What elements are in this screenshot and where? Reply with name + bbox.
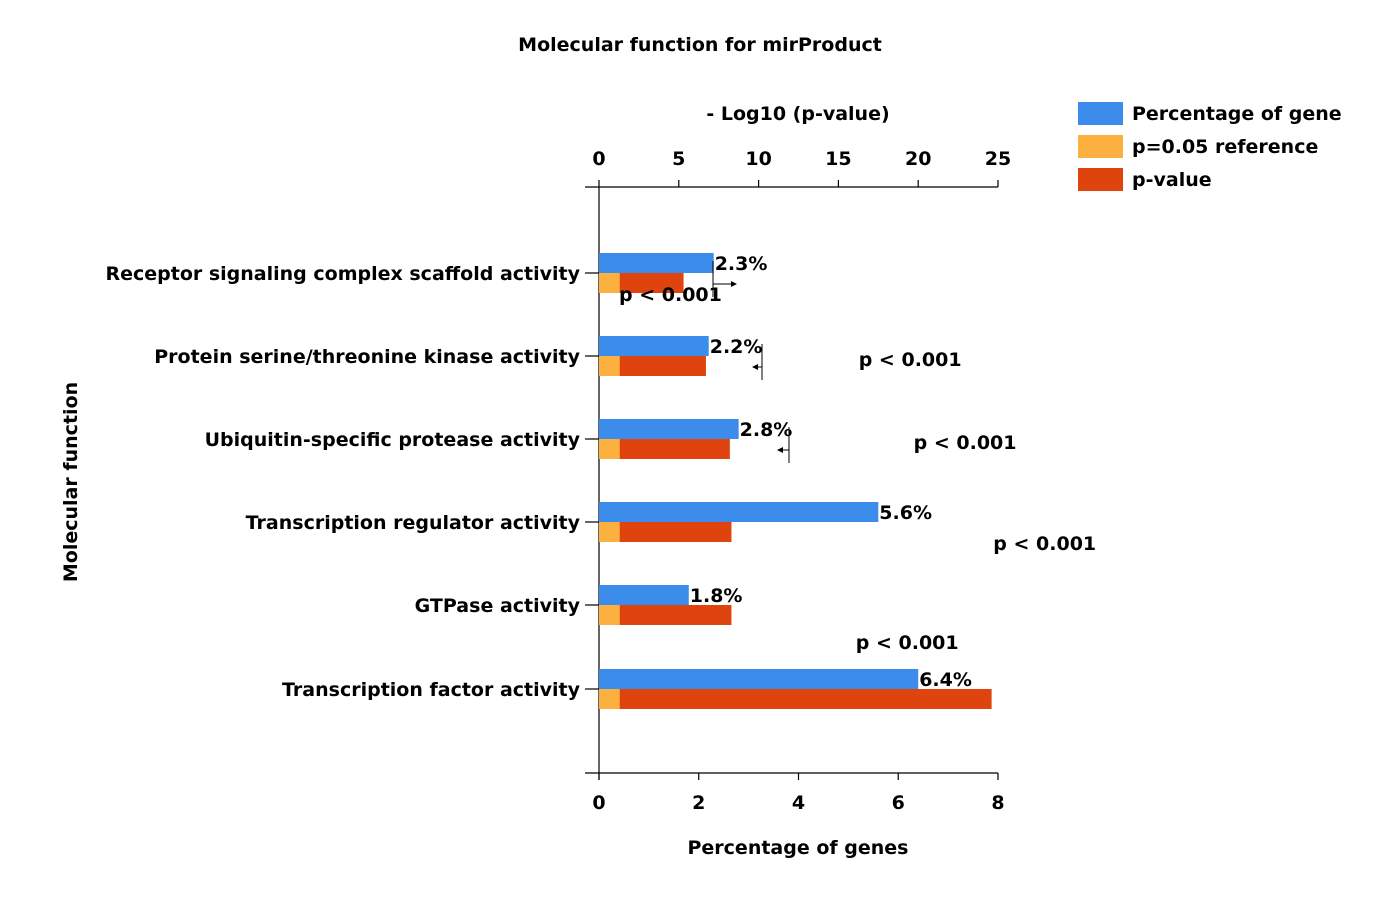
category-label: Ubiquitin-specific protease activity <box>205 429 581 451</box>
percentage-data-label: 2.3% <box>715 253 768 275</box>
category-label: Transcription regulator activity <box>246 512 581 534</box>
p-value-bar <box>599 689 992 709</box>
percentage-data-label: 2.8% <box>740 419 793 441</box>
reference-bar <box>599 522 620 542</box>
legend-label: p-value <box>1132 169 1212 191</box>
percentage-bar <box>599 669 919 689</box>
percentage-data-label: 5.6% <box>879 502 932 524</box>
reference-bar <box>599 605 620 625</box>
top-axis-label: - Log10 (p-value) <box>706 103 889 125</box>
p-value-marker-arrow <box>752 364 758 370</box>
percentage-bar <box>599 502 879 522</box>
percentage-bar <box>599 419 739 439</box>
percentage-bar <box>599 585 689 605</box>
y-axis-label: Molecular function <box>60 382 82 582</box>
bottom-axis-label: Percentage of genes <box>687 837 908 859</box>
top-axis-tick-label: 25 <box>985 148 1011 170</box>
reference-bar <box>599 689 620 709</box>
chart-title: Molecular function for mirProduct <box>518 34 882 56</box>
p-value-label: p < 0.001 <box>859 349 962 371</box>
axes: 0 5 10 15 20 25 0 2 4 6 8 Receptor signaling comple… <box>105 148 1011 814</box>
p-value-bar <box>599 439 730 459</box>
bottom-axis-tick-label: 4 <box>792 792 805 814</box>
p-value-bar <box>599 605 732 625</box>
p-value-label: p < 0.001 <box>619 284 722 306</box>
bottom-axis-tick-label: 2 <box>692 792 705 814</box>
percentage-bar <box>599 336 709 356</box>
legend-swatch <box>1078 102 1123 125</box>
category-label: Transcription factor activity <box>282 679 581 701</box>
p-value-bar <box>599 356 706 376</box>
reference-bar <box>599 273 620 293</box>
percentage-data-label: 6.4% <box>919 669 972 691</box>
reference-bar <box>599 356 620 376</box>
percentage-bar <box>599 253 714 273</box>
percentage-data-label: 1.8% <box>690 585 743 607</box>
category-label: Protein serine/threonine kinase activity <box>154 346 580 368</box>
p-value-label: p < 0.001 <box>993 533 1096 555</box>
legend-label: p=0.05 reference <box>1132 136 1318 158</box>
top-axis-tick-label: 20 <box>905 148 931 170</box>
p-value-label: p < 0.001 <box>914 432 1017 454</box>
bottom-axis-tick-label: 8 <box>991 792 1004 814</box>
legend-swatch <box>1078 135 1123 158</box>
legend-swatch <box>1078 168 1123 191</box>
bottom-axis-tick-label: 6 <box>892 792 905 814</box>
p-value-marker-arrow <box>731 281 737 287</box>
p-value-bar <box>599 273 684 293</box>
bottom-axis-tick-label: 0 <box>592 792 605 814</box>
bars: 2.3% p < 0.001 2.2% p < 0.001 2.8% p < 0.001 5… <box>599 253 1096 709</box>
top-axis-tick-label: 0 <box>592 148 605 170</box>
category-label: Receptor signaling complex scaffold acti… <box>105 263 580 285</box>
category-label: GTPase activity <box>415 595 581 617</box>
top-axis-tick-label: 10 <box>745 148 771 170</box>
legend-label: Percentage of gene <box>1132 103 1342 125</box>
legend: Percentage of gene p=0.05 reference p-valu… <box>1078 102 1342 191</box>
p-value-marker-arrow <box>777 447 783 453</box>
p-value-bar <box>599 522 732 542</box>
top-axis-tick-label: 5 <box>672 148 685 170</box>
top-axis-tick-label: 15 <box>825 148 851 170</box>
reference-bar <box>599 439 620 459</box>
p-value-label: p < 0.001 <box>856 632 959 654</box>
percentage-data-label: 2.2% <box>710 336 763 358</box>
